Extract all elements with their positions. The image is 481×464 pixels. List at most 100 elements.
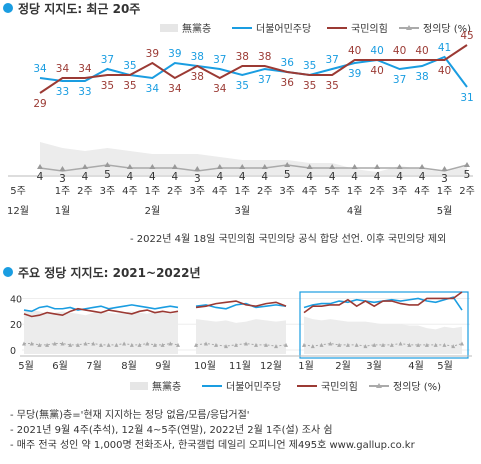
data-label-justice: 5 <box>284 169 291 181</box>
data-point-justice <box>374 164 381 169</box>
series-line-0 <box>195 302 287 310</box>
chart2-title: 주요 정당 지지도: 2021~2022년 <box>18 265 201 280</box>
data-label-dem: 35 <box>303 60 316 72</box>
data-label-ppp: 35 <box>325 80 338 92</box>
data-label-dem: 37 <box>325 54 338 66</box>
data-label-ppp: 40 <box>348 45 361 57</box>
data-point-justice <box>68 342 73 347</box>
data-label-ppp: 40 <box>415 45 428 57</box>
data-point-justice <box>460 341 464 346</box>
data-label-ppp: 45 <box>460 30 473 42</box>
data-label-justice: 4 <box>37 171 44 183</box>
data-point-justice <box>372 342 377 347</box>
chart2-notes: - 무당(無黨)층='현재 지지하는 정당 없음/모름/응답거절' - 2021년… <box>10 408 416 451</box>
legend-marker <box>376 383 382 388</box>
footnote: - 2021년 9월 4주(추석), 12월 4~5주(연말), 2022년 2… <box>10 424 333 436</box>
x-tick-week: 2주 <box>257 186 273 197</box>
series-line-justice <box>195 343 287 347</box>
data-label-dem: 37 <box>101 54 114 66</box>
data-point-justice <box>60 341 65 346</box>
data-point-justice <box>328 341 333 346</box>
legend-label: 정의당 (%) <box>393 381 441 393</box>
x-tick-week: 4주 <box>122 186 138 197</box>
data-point-justice <box>407 342 412 347</box>
data-label-justice: 3 <box>194 173 201 185</box>
data-point-justice <box>351 164 358 169</box>
legend-label: 더불어민주당 <box>226 381 281 393</box>
data-label-ppp: 38 <box>258 51 271 63</box>
series-line-1 <box>39 44 468 94</box>
data-label-ppp: 34 <box>213 83 227 95</box>
x-tick-month: 4월 <box>347 205 363 217</box>
data-label-ppp: 34 <box>78 63 92 75</box>
data-label-justice: 4 <box>171 171 178 183</box>
legend-label: 정의당 (%) <box>423 23 471 35</box>
series-line-1 <box>303 291 463 314</box>
data-point-justice <box>152 342 157 347</box>
data-label-justice: 4 <box>239 171 246 183</box>
legend-swatch <box>130 382 148 390</box>
x-tick-month: 9월 <box>155 360 171 372</box>
legend-marker <box>406 25 412 30</box>
data-point-justice <box>45 342 50 347</box>
data-point-justice <box>239 164 246 169</box>
data-point-justice <box>329 164 336 169</box>
x-tick-month: 11월 <box>229 360 251 372</box>
x-tick-month: 6월 <box>52 360 68 372</box>
data-label-ppp: 40 <box>438 65 451 77</box>
data-point-justice <box>284 162 291 167</box>
data-label-justice: 4 <box>149 171 156 183</box>
x-tick-month: 12월 <box>7 205 29 217</box>
data-point-justice <box>216 164 223 169</box>
data-point-justice <box>81 164 88 169</box>
data-label-justice: 3 <box>59 173 66 185</box>
title-bullet-icon <box>3 267 13 277</box>
data-point-justice <box>29 341 34 346</box>
data-label-justice: 4 <box>396 171 403 183</box>
x-tick-week: 5주 <box>10 186 26 197</box>
data-point-justice <box>363 344 368 349</box>
x-tick-week: 4주 <box>414 186 430 197</box>
x-tick-month: 3월 <box>234 205 250 217</box>
data-point-justice <box>302 342 306 347</box>
data-point-justice <box>244 341 248 346</box>
data-label-dem: 37 <box>213 54 226 66</box>
data-label-justice: 4 <box>261 171 268 183</box>
x-tick-week: 2주 <box>459 186 475 197</box>
chart2-plot: 0 20 40 5월 6월 7월 8월 9월 10월 11월 12월 1월 2월 3월 4월 5월 <box>10 291 472 372</box>
data-label-ppp: 36 <box>281 77 295 89</box>
data-point-justice <box>354 342 359 347</box>
data-label-dem: 40 <box>370 45 383 57</box>
x-tick-week: 1주 <box>437 186 453 197</box>
footnote: - 무당(無黨)층='현재 지지하는 정당 없음/모름/응답거절' <box>10 408 250 421</box>
data-point-justice <box>381 342 385 347</box>
data-point-justice <box>37 164 43 169</box>
x-tick-week: 1주 <box>347 186 363 197</box>
x-tick-month: 4월 <box>408 360 424 372</box>
series-area-nonpartisan <box>40 142 467 175</box>
data-point-justice <box>99 342 103 347</box>
title-bullet-icon <box>3 3 13 13</box>
data-label-justice: 4 <box>419 171 426 183</box>
data-label-justice: 4 <box>82 171 89 183</box>
x-tick-week: 2주 <box>167 186 183 197</box>
data-point-justice <box>337 342 342 347</box>
x-tick-week: 1주 <box>145 186 161 197</box>
data-point-justice <box>37 342 42 347</box>
x-tick-week: 3주 <box>279 186 295 197</box>
data-point-justice <box>264 342 268 347</box>
legend-label: 국민의힘 <box>321 381 358 393</box>
data-point-justice <box>254 342 258 347</box>
x-tick-week: 3주 <box>392 186 408 197</box>
data-label-ppp: 38 <box>191 71 204 83</box>
data-point-justice <box>234 342 238 347</box>
data-label-justice: 3 <box>441 173 448 185</box>
data-label-ppp: 38 <box>236 51 249 63</box>
data-label-justice: 4 <box>374 171 381 183</box>
data-point-justice <box>419 164 426 169</box>
data-label-ppp: 40 <box>370 65 383 77</box>
chart1-title: 정당 지지도: 최근 20주 <box>18 1 140 16</box>
data-label-ppp: 34 <box>168 83 182 95</box>
series-line-1 <box>23 307 179 318</box>
